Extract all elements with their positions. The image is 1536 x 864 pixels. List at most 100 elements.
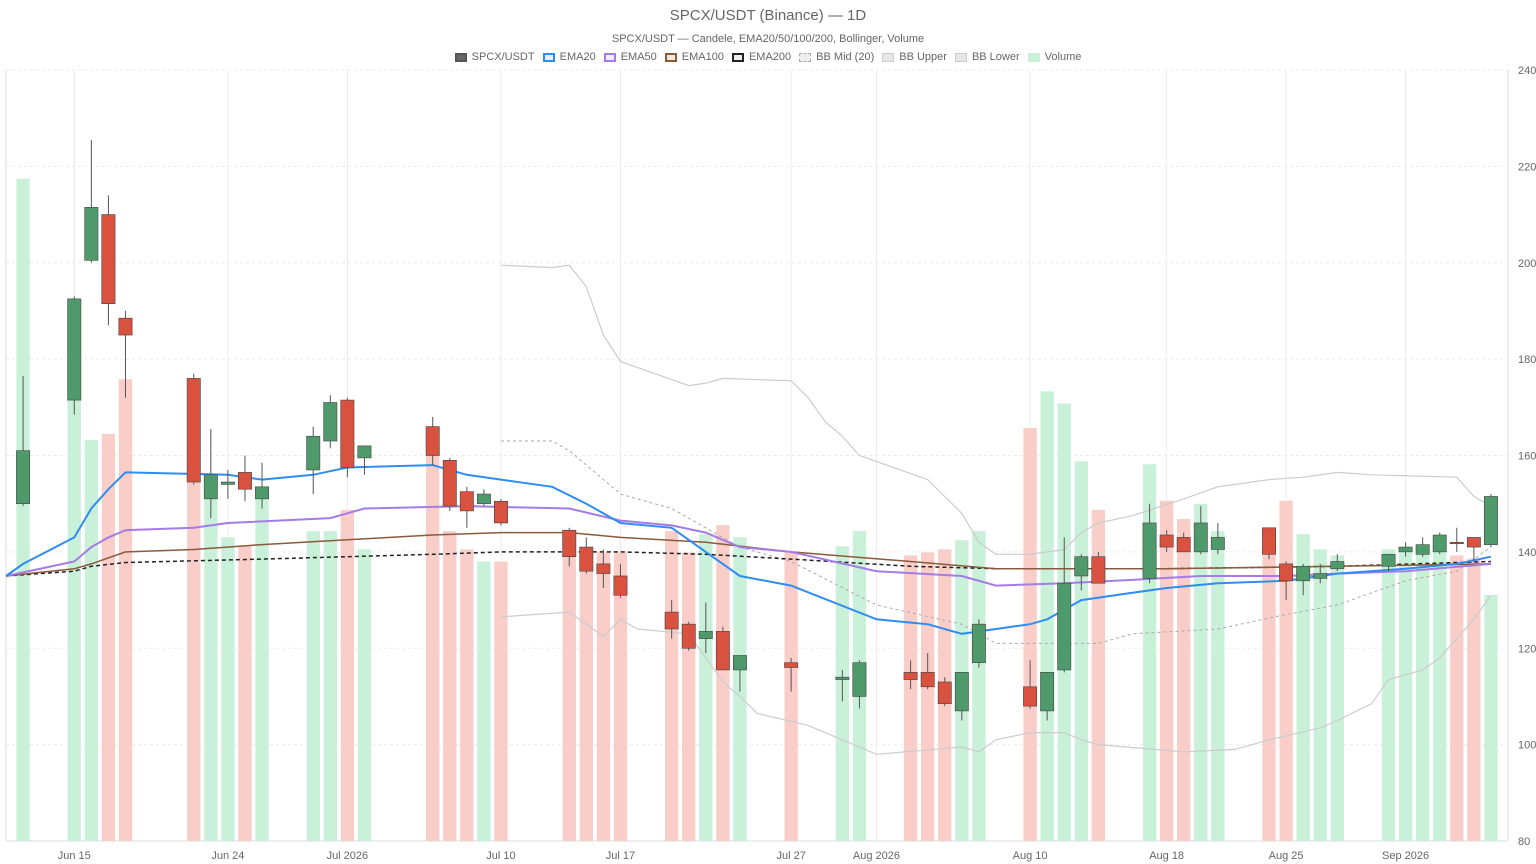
candle-body bbox=[715, 631, 730, 671]
volume-bar bbox=[16, 178, 30, 841]
candle bbox=[476, 489, 491, 507]
candle bbox=[442, 457, 457, 511]
candle-body bbox=[118, 317, 133, 336]
legend-item-volume[interactable]: Volume bbox=[1027, 51, 1081, 63]
candle-body bbox=[1262, 527, 1277, 555]
legend-swatch-ema50 bbox=[603, 52, 616, 62]
x-tick-label: Jul 17 bbox=[606, 850, 635, 862]
volume-bar bbox=[118, 379, 133, 841]
candle-body bbox=[220, 481, 235, 485]
legend-item-ema100[interactable]: EMA100 bbox=[664, 51, 724, 63]
candle bbox=[1296, 563, 1311, 596]
legend-item-bb-mid[interactable]: BB Mid (20) bbox=[799, 51, 874, 63]
volume-bar bbox=[1450, 555, 1464, 841]
volume-bar bbox=[84, 439, 98, 841]
candle-body bbox=[255, 486, 269, 500]
candle-body bbox=[101, 214, 116, 305]
candle bbox=[1159, 530, 1174, 552]
candle-body bbox=[1193, 522, 1208, 553]
candle-body bbox=[613, 575, 628, 596]
ema200-line bbox=[5, 551, 1491, 577]
legend-swatch-ema20 bbox=[542, 52, 555, 62]
volume-bar bbox=[1467, 558, 1481, 841]
volume-bar bbox=[1381, 549, 1396, 841]
volume-bar bbox=[1484, 594, 1498, 841]
volume-bar bbox=[357, 549, 372, 841]
x-tick-label: Aug 25 bbox=[1269, 850, 1304, 862]
x-tick-label: Aug 10 bbox=[1013, 850, 1048, 862]
volume-bar bbox=[221, 537, 235, 841]
volume-bar bbox=[1262, 537, 1276, 841]
candle bbox=[84, 139, 99, 263]
x-tick-label: Jul 10 bbox=[486, 850, 515, 862]
candle bbox=[1381, 553, 1396, 572]
candle-body bbox=[84, 207, 99, 261]
x-tick-label: Jun 15 bbox=[58, 850, 91, 862]
volume-bar bbox=[477, 561, 491, 841]
x-tick-label: Jul 27 bbox=[776, 850, 805, 862]
candle-body bbox=[1279, 563, 1294, 582]
candle-body bbox=[1091, 556, 1106, 584]
legend-item-bb-lower[interactable]: BB Lower bbox=[954, 51, 1020, 63]
candle bbox=[664, 600, 679, 639]
legend-item-ema50[interactable]: EMA50 bbox=[603, 51, 657, 63]
y-tick-label: 200 bbox=[1518, 258, 1536, 270]
volume-bar bbox=[306, 531, 320, 841]
candle-body bbox=[16, 450, 31, 504]
candle bbox=[579, 537, 594, 574]
volume-bar bbox=[323, 531, 337, 841]
y-tick-label: 120 bbox=[1518, 643, 1536, 655]
candle bbox=[203, 428, 218, 519]
candle-body bbox=[1057, 582, 1072, 671]
y-tick-label: 140 bbox=[1518, 547, 1536, 559]
volume-bar bbox=[1194, 503, 1208, 841]
candle bbox=[1466, 537, 1481, 562]
candle bbox=[698, 602, 713, 654]
legend-item-bb-upper[interactable]: BB Upper bbox=[882, 51, 947, 63]
candle bbox=[1279, 561, 1294, 601]
chart-subtitle: SPCX/USDT — Candele, EMA20/50/100/200, B… bbox=[611, 33, 925, 45]
legend-item-ema200[interactable]: EMA200 bbox=[731, 51, 791, 63]
candle bbox=[494, 498, 508, 526]
volume-bar bbox=[1398, 552, 1413, 841]
candle bbox=[1074, 554, 1089, 591]
candle bbox=[1176, 532, 1191, 553]
candle bbox=[1210, 522, 1225, 555]
x-tick-label: Aug 18 bbox=[1149, 850, 1184, 862]
candle-body bbox=[494, 500, 508, 524]
candle-body bbox=[681, 623, 696, 649]
candle-body bbox=[306, 435, 321, 471]
candle-body bbox=[67, 298, 82, 401]
legend-item-ema20[interactable]: EMA20 bbox=[542, 51, 596, 63]
candle-body bbox=[357, 445, 372, 459]
volume-bar bbox=[238, 546, 252, 841]
volume-bar bbox=[1074, 461, 1088, 841]
y-tick-label: 220 bbox=[1518, 161, 1536, 173]
candle-body bbox=[1466, 537, 1481, 548]
legend-item-candles[interactable]: SPCX/USDT bbox=[454, 51, 535, 63]
candle bbox=[16, 375, 31, 507]
volume-bar bbox=[784, 552, 798, 841]
candle bbox=[425, 416, 440, 466]
volume-bar bbox=[494, 561, 508, 841]
candle-body bbox=[596, 563, 611, 574]
candle bbox=[101, 195, 116, 326]
candle-body bbox=[562, 529, 577, 557]
candle-body bbox=[784, 662, 799, 668]
volume-bar bbox=[1416, 552, 1430, 841]
volume-bar bbox=[443, 531, 457, 841]
candle bbox=[1483, 494, 1498, 548]
volume-bar bbox=[972, 531, 986, 841]
candle bbox=[1398, 542, 1413, 557]
legend-swatch-bb-upper bbox=[882, 52, 895, 62]
volume-bar bbox=[1211, 531, 1225, 841]
candle bbox=[681, 621, 696, 651]
candle bbox=[1193, 506, 1208, 555]
candle bbox=[1023, 660, 1038, 709]
candle bbox=[562, 527, 577, 567]
candle-body bbox=[459, 491, 474, 512]
candle-body bbox=[852, 662, 867, 697]
legend-label-ema20: EMA20 bbox=[559, 51, 596, 63]
volume-bar bbox=[699, 534, 713, 841]
